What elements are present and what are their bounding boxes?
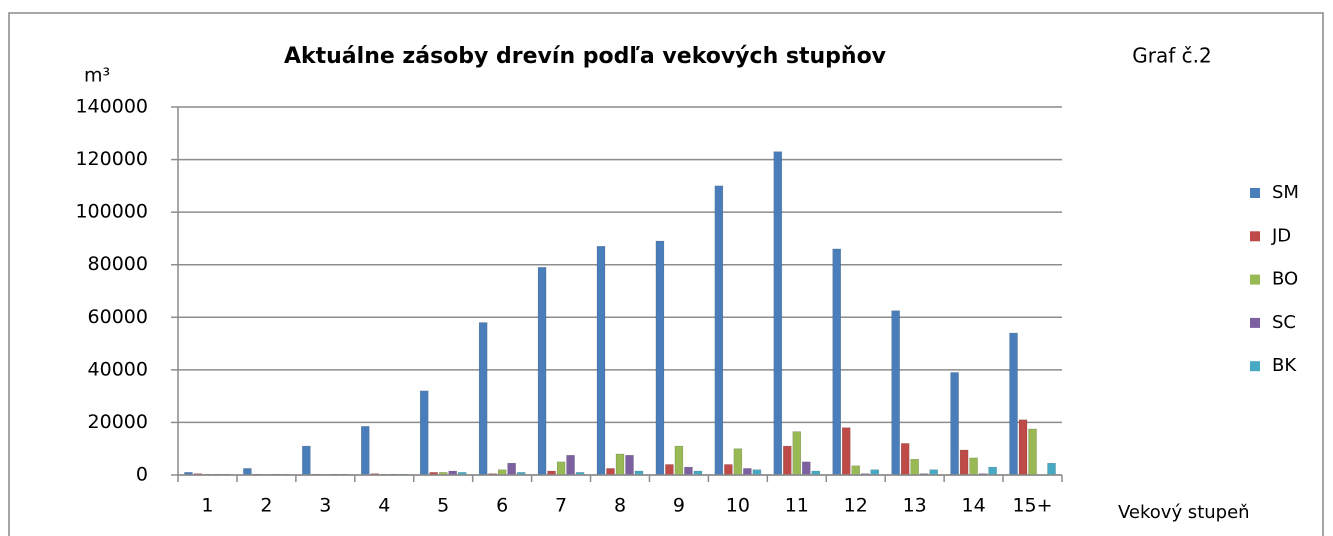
y-tick-label: 20000: [88, 411, 148, 433]
bar: [566, 455, 575, 476]
bar: [733, 448, 743, 476]
bar: [674, 445, 684, 476]
bar: [929, 469, 938, 476]
y-tick-label: 120000: [75, 148, 148, 170]
bar: [802, 461, 811, 476]
bar: [655, 240, 665, 476]
x-tick-label: 3: [319, 495, 331, 517]
bar: [900, 443, 910, 476]
bar: [556, 461, 566, 476]
bar: [988, 466, 997, 476]
x-tick-label: 10: [726, 495, 750, 517]
bar: [625, 455, 634, 476]
bar: [243, 468, 252, 476]
bar: [792, 431, 802, 476]
x-tick-label: 4: [378, 495, 390, 517]
bar: [752, 469, 762, 476]
x-tick-label: 8: [614, 495, 626, 517]
bar: [537, 267, 547, 476]
bar: [419, 390, 429, 476]
bar: [606, 468, 615, 476]
bar: [507, 462, 516, 476]
bar: [910, 458, 919, 476]
x-tick-label: 2: [260, 495, 272, 517]
y-tick-label: 0: [136, 464, 148, 486]
legend-swatch: [1250, 274, 1260, 285]
bar: [302, 445, 311, 476]
x-tick-label: 7: [555, 495, 567, 517]
bar: [714, 185, 724, 476]
x-tick-label: 11: [785, 495, 809, 517]
bar: [478, 322, 488, 476]
x-tick-label: 9: [673, 495, 685, 517]
y-tick-label: 40000: [88, 358, 148, 380]
bar: [1018, 419, 1028, 476]
legend-label: SC: [1272, 312, 1296, 333]
bar: [773, 151, 783, 476]
bar: [950, 372, 959, 476]
chart-frame: [8, 12, 1324, 536]
legend-label: JD: [1271, 225, 1291, 246]
legend-swatch: [1250, 317, 1260, 328]
legend-label: SM: [1272, 182, 1299, 203]
x-tick-label: 15+: [1012, 495, 1052, 517]
bar: [959, 449, 969, 476]
y-axis-label: m³: [84, 65, 110, 87]
legend-label: BK: [1272, 355, 1297, 376]
legend-swatch: [1250, 231, 1260, 242]
bar: [743, 468, 752, 476]
legend-label: BO: [1272, 269, 1298, 290]
y-tick-label: 140000: [75, 96, 148, 118]
bar: [1047, 462, 1056, 476]
chart-title: Aktuálne zásoby drevín podľa vekových st…: [284, 44, 887, 69]
bar: [832, 248, 841, 476]
bar: [969, 457, 978, 476]
x-tick-label: 5: [437, 495, 449, 517]
bar: [851, 465, 860, 476]
bar: [615, 453, 625, 476]
x-axis-label: Vekový stupeň: [1118, 502, 1250, 523]
y-tick-label: 60000: [88, 306, 148, 328]
x-tick-label: 14: [962, 495, 986, 517]
bar: [891, 310, 900, 476]
bar: [361, 426, 370, 476]
bar: [665, 464, 674, 476]
bar: [783, 445, 792, 476]
annotation: Graf č.2: [1132, 44, 1211, 68]
bar: [1028, 428, 1037, 476]
bar: [1009, 332, 1018, 476]
x-tick-label: 13: [903, 495, 927, 517]
bar: [497, 469, 507, 476]
legend-swatch: [1250, 188, 1260, 198]
y-tick-label: 80000: [88, 253, 148, 275]
bar: [596, 246, 606, 476]
bar: [841, 427, 851, 476]
bar: [870, 469, 879, 476]
x-tick-label: 12: [844, 495, 868, 517]
bar: [684, 466, 693, 476]
bar: [724, 464, 733, 476]
x-tick-label: 6: [496, 495, 508, 517]
legend-swatch: [1250, 361, 1260, 372]
x-tick-label: 1: [201, 495, 213, 517]
y-tick-label: 100000: [75, 201, 148, 223]
